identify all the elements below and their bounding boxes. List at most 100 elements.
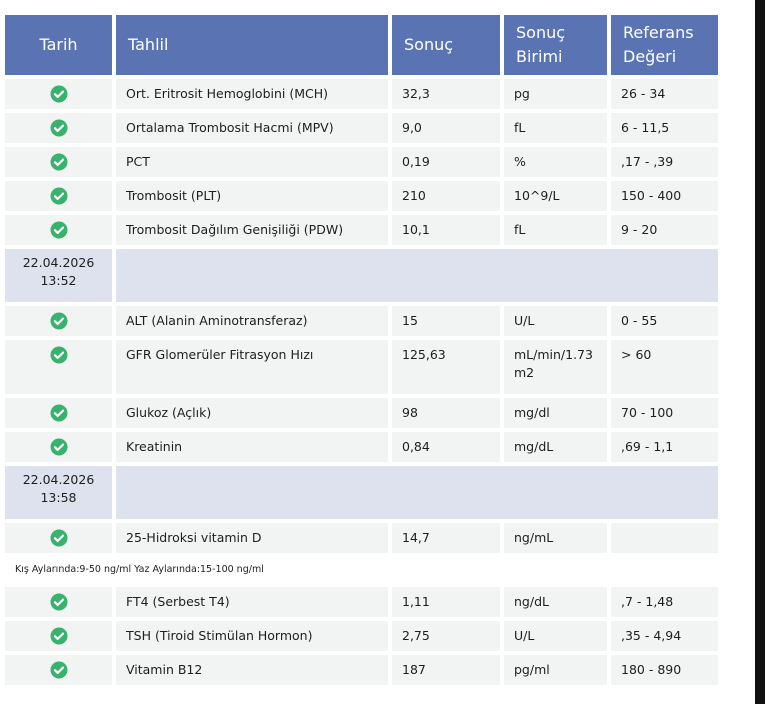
unit-cell: fL: [504, 113, 607, 143]
table-body: Ort. Eritrosit Hemoglobini (MCH) 32,3 pg 26…: [5, 79, 718, 685]
check-icon: [50, 346, 67, 364]
date: 22.04.2026: [22, 255, 95, 270]
reference-cell: ,35 - 4,94: [611, 621, 718, 651]
check-icon: [50, 529, 67, 547]
result-cell: 125,63: [392, 340, 500, 394]
test-cell: FT4 (Serbest T4): [116, 587, 388, 617]
status-cell: [5, 215, 112, 245]
unit-cell: %: [504, 147, 607, 177]
status-cell: [5, 523, 112, 553]
table-row: ALT (Alanin Aminotransferaz) 15 U/L 0 - 55: [5, 306, 718, 336]
unit-cell: mg/dL: [504, 432, 607, 462]
test-cell: PCT: [116, 147, 388, 177]
unit-cell: 10^9/L: [504, 181, 607, 211]
check-icon: [50, 438, 67, 456]
date-cell: 22.04.2026 13:52: [5, 249, 112, 302]
result-cell: 1,11: [392, 587, 500, 617]
status-cell: [5, 79, 112, 109]
status-cell: [5, 432, 112, 462]
table-row: TSH (Tiroid Stimülan Hormon) 2,75 U/L ,35 -…: [5, 621, 718, 651]
reference-cell: ,69 - 1,1: [611, 432, 718, 462]
result-cell: 2,75: [392, 621, 500, 651]
column-header: Sonuç: [392, 15, 500, 75]
date-filler: [116, 466, 718, 519]
table-row: Ortalama Trombosit Hacmi (MPV) 9,0 fL 6 - 1…: [5, 113, 718, 143]
result-cell: 210: [392, 181, 500, 211]
header-row: Tarih Tahlil Sonuç Sonuç Birimi Referans Değ…: [5, 15, 718, 75]
status-cell: [5, 655, 112, 685]
test-cell: Vitamin B12: [116, 655, 388, 685]
unit-cell: mL/min/1.73 m2: [504, 340, 607, 394]
reference-cell: 150 - 400: [611, 181, 718, 211]
status-cell: [5, 113, 112, 143]
note: Kış Aylarında:9-50 ng/ml Yaz Aylarında:1…: [5, 557, 718, 583]
result-cell: 9,0: [392, 113, 500, 143]
status-cell: [5, 340, 112, 394]
table-row: Kreatinin 0,84 mg/dL ,69 - 1,1: [5, 432, 718, 462]
table-row: PCT 0,19% ,17 - ,39: [5, 147, 718, 177]
result-cell: 187: [392, 655, 500, 685]
table-row: Trombosit (PLT) 210 10^9/L 150 - 400: [5, 181, 718, 211]
test-cell: Kreatinin: [116, 432, 388, 462]
result-cell: 0,84: [392, 432, 500, 462]
table-row: FT4 (Serbest T4) 1,11 ng/dL ,7 - 1,48: [5, 587, 718, 617]
time: 13:58: [40, 490, 77, 505]
check-icon: [50, 119, 67, 137]
check-icon: [50, 404, 67, 422]
unit-cell: mg/dl: [504, 398, 607, 428]
unit-cell: pg/ml: [504, 655, 607, 685]
date: 22.04.2026: [22, 472, 95, 487]
status-cell: [5, 306, 112, 336]
check-icon: [50, 661, 67, 679]
test-cell: ALT (Alanin Aminotransferaz): [116, 306, 388, 336]
date-cell: 22.04.2026 13:58: [5, 466, 112, 519]
test-cell: Trombosit Dağılım Genişiliği (PDW): [116, 215, 388, 245]
table-row: 22.04.2026 13:52: [5, 249, 718, 302]
result-cell: 98: [392, 398, 500, 428]
scrollbar-edge: [755, 0, 765, 704]
test-cell: 25-Hidroksi vitamin D: [116, 523, 388, 553]
check-icon: [50, 312, 67, 330]
test-cell: Glukoz (Açlık): [116, 398, 388, 428]
reference-cell: ,7 - 1,48: [611, 587, 718, 617]
table-row: Kış Aylarında:9-50 ng/ml Yaz Aylarında:1…: [5, 557, 718, 583]
result-cell: 15: [392, 306, 500, 336]
table-row: 25-Hidroksi vitamin D 14,7 ng/mL: [5, 523, 718, 553]
status-cell: [5, 147, 112, 177]
column-header: Tahlil: [116, 15, 388, 75]
reference-cell: 9 - 20: [611, 215, 718, 245]
test-cell: Ort. Eritrosit Hemoglobini (MCH): [116, 79, 388, 109]
check-icon: [50, 85, 67, 103]
reference-cell: 70 - 100: [611, 398, 718, 428]
reference-cell: 6 - 11,5: [611, 113, 718, 143]
date-filler: [116, 249, 718, 302]
test-cell: Trombosit (PLT): [116, 181, 388, 211]
status-cell: [5, 181, 112, 211]
status-cell: [5, 398, 112, 428]
test-cell: Ortalama Trombosit Hacmi (MPV): [116, 113, 388, 143]
result-cell: 0,19: [392, 147, 500, 177]
column-header: Sonuç Birimi: [504, 15, 607, 75]
table-row: Ort. Eritrosit Hemoglobini (MCH) 32,3 pg 26…: [5, 79, 718, 109]
table-row: Glukoz (Açlık) 98 mg/dl 70 - 100: [5, 398, 718, 428]
unit-cell: ng/dL: [504, 587, 607, 617]
test-cell: GFR Glomerüler Fitrasyon Hızı: [116, 340, 388, 394]
check-icon: [50, 627, 67, 645]
table-row: 22.04.2026 13:58: [5, 466, 718, 519]
reference-cell: 26 - 34: [611, 79, 718, 109]
unit-cell: pg: [504, 79, 607, 109]
check-icon: [50, 187, 67, 205]
test-cell: TSH (Tiroid Stimülan Hormon): [116, 621, 388, 651]
status-cell: [5, 587, 112, 617]
unit-cell: U/L: [504, 621, 607, 651]
unit-cell: fL: [504, 215, 607, 245]
result-cell: 32,3: [392, 79, 500, 109]
reference-cell: 0 - 55: [611, 306, 718, 336]
table-row: GFR Glomerüler Fitrasyon Hızı 125,63 mL/mi…: [5, 340, 718, 394]
result-cell: 10,1: [392, 215, 500, 245]
column-header: Referans Değeri: [611, 15, 718, 75]
check-icon: [50, 221, 67, 239]
result-cell: 14,7: [392, 523, 500, 553]
status-cell: [5, 621, 112, 651]
unit-cell: U/L: [504, 306, 607, 336]
